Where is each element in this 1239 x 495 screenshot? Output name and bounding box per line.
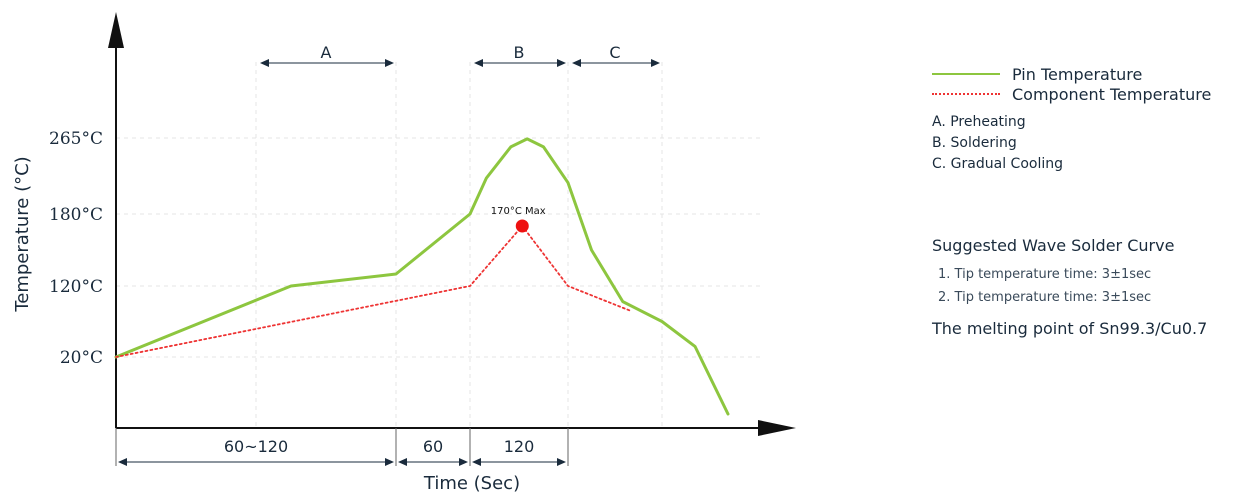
region-label: B <box>514 43 525 62</box>
axes <box>108 12 796 466</box>
duration-markers: 60~120 60 120 <box>118 437 566 466</box>
y-tick-label: 20°C <box>60 348 103 368</box>
peak-point-marker <box>515 219 529 233</box>
duration-arrow-arrowhead <box>557 458 566 466</box>
x-axis-title: Time (Sec) <box>423 473 520 494</box>
annotations: 170°C Max <box>491 206 546 233</box>
notes: Suggested Wave Solder Curve 1. Tip tempe… <box>932 236 1232 338</box>
legend-item-component: Component Temperature <box>932 84 1232 104</box>
note-item-1: 1. Tip temperature time: 3±1sec <box>938 267 1152 282</box>
stage-list: A. Preheating B. Soldering C. Gradual Co… <box>932 112 1232 175</box>
region-markers: A B C <box>260 43 660 67</box>
region-arrow-arrowhead <box>557 59 566 67</box>
duration-arrow-arrowhead <box>472 458 481 466</box>
y-tick-label: 180°C <box>49 205 103 225</box>
region-label: C <box>609 43 620 62</box>
y-tick-label: 120°C <box>49 277 103 297</box>
legend-swatch-pin <box>932 73 1000 75</box>
duration-label: 60 <box>423 437 443 456</box>
duration-label: 60~120 <box>224 437 288 456</box>
legend-label-pin: Pin Temperature <box>1012 64 1143 84</box>
duration-arrow-arrowhead <box>459 458 468 466</box>
legend-swatch-component <box>932 93 1000 95</box>
series-line-component-temperature <box>115 225 632 358</box>
duration-arrow-arrowhead <box>385 458 394 466</box>
region-arrow-arrowhead <box>474 59 483 67</box>
legend: Pin Temperature Component Temperature A.… <box>932 64 1232 175</box>
melting-point: The melting point of Sn99.3/Cu0.7 <box>932 319 1208 338</box>
series-line-pin-temperature <box>114 137 730 416</box>
region-arrow-arrowhead <box>572 59 581 67</box>
legend-item-pin: Pin Temperature <box>932 64 1232 84</box>
region-arrow-arrowhead <box>385 59 394 67</box>
stage-c: C. Gradual Cooling <box>932 156 1063 172</box>
duration-arrow-arrowhead <box>118 458 127 466</box>
stage-a: A. Preheating <box>932 114 1026 130</box>
annotation-label: 170°C Max <box>491 206 546 217</box>
x-axis-arrow <box>758 420 796 436</box>
region-arrow-arrowhead <box>260 59 269 67</box>
note-item-2: 2. Tip temperature time: 3±1sec <box>938 290 1152 305</box>
notes-title: Suggested Wave Solder Curve <box>932 236 1175 255</box>
y-axis-title: Temperature (°C) <box>12 156 33 312</box>
grid <box>116 62 760 428</box>
legend-label-component: Component Temperature <box>1012 84 1212 104</box>
wave-solder-chart: 20°C 120°C 180°C 265°C A B C 60~120 60 120 170°… <box>12 12 796 494</box>
duration-label: 120 <box>504 437 535 456</box>
y-ticks: 20°C 120°C 180°C 265°C <box>49 129 103 368</box>
series-lines <box>114 137 730 416</box>
region-arrow-arrowhead <box>651 59 660 67</box>
region-label: A <box>321 43 332 62</box>
duration-arrow-arrowhead <box>398 458 407 466</box>
stage-b: B. Soldering <box>932 135 1017 151</box>
y-axis-arrow <box>108 12 124 48</box>
y-tick-label: 265°C <box>49 129 103 149</box>
